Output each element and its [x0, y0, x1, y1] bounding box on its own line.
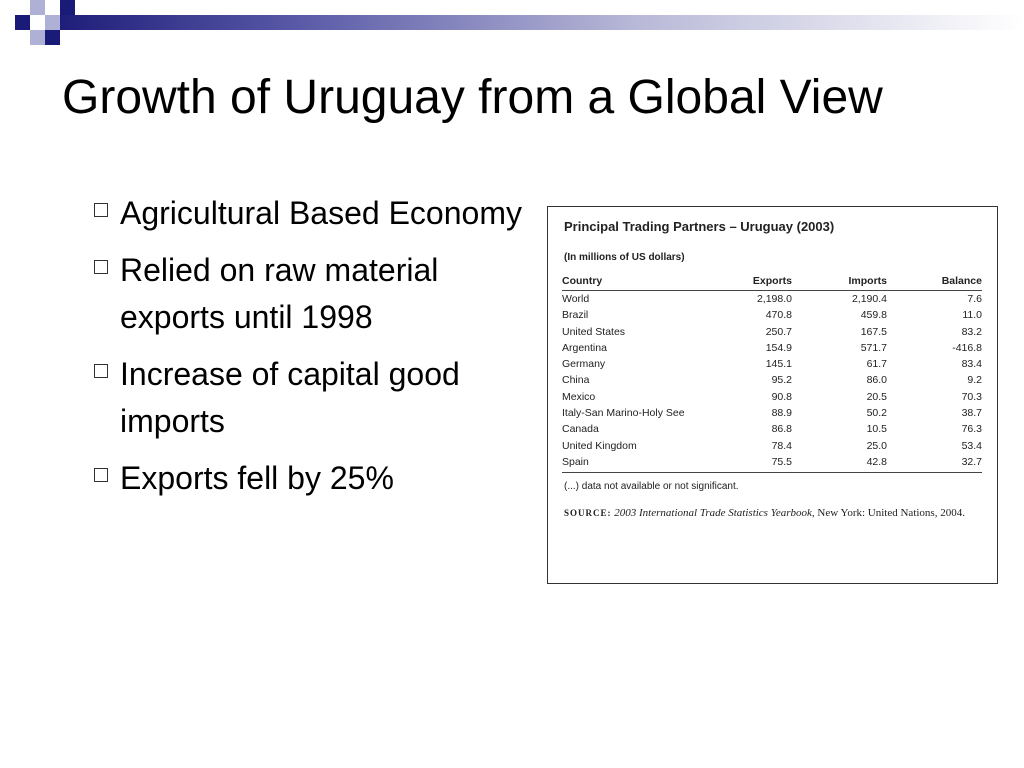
table-row: Brazil 470.8 459.8 11.0	[562, 307, 982, 323]
banner-square	[30, 0, 45, 15]
cell-imports: 25.0	[866, 439, 887, 452]
bullet-text: Exports fell by 25%	[120, 460, 394, 496]
cell-imports: 20.5	[866, 390, 887, 403]
table-row: Canada 86.8 10.5 76.3	[562, 421, 982, 437]
cell-imports: 10.5	[866, 423, 887, 436]
column-header-balance: Balance	[887, 273, 982, 291]
table-source: SOURCE: 2003 International Trade Statist…	[564, 504, 986, 523]
bullet-item: Exports fell by 25%	[90, 455, 530, 502]
table-note: (...) data not available or not signific…	[564, 481, 739, 493]
slide-title: Growth of Uruguay from a Global View	[62, 71, 883, 124]
cell-imports: 61.7	[866, 358, 887, 371]
decorative-banner	[0, 0, 1024, 60]
source-label: SOURCE:	[564, 508, 612, 519]
banner-square	[45, 15, 60, 30]
table-body: World 2,198.0 2,190.4 7.6 Brazil 470.8 459.8 11…	[562, 291, 982, 474]
cell-balance: 83.4	[961, 358, 982, 371]
cell-imports: 167.5	[860, 325, 887, 338]
column-header-imports: Imports	[792, 273, 887, 291]
trade-table-image: Principal Trading Partners – Uruguay (20…	[547, 206, 998, 584]
cell-imports: 42.8	[792, 453, 887, 474]
bullet-item: Increase of capital good imports	[90, 351, 530, 445]
table-row: Argentina 154.9 571.7 -416.8	[562, 340, 982, 356]
cell-balance: 76.3	[961, 423, 982, 436]
hollow-square-bullet-icon	[94, 364, 108, 378]
cell-exports: 250.7	[765, 325, 792, 338]
column-header-country: Country	[562, 273, 742, 291]
cell-balance: 9.2	[967, 374, 982, 387]
table-row: Spain 75.5 42.8 32.7	[562, 453, 982, 474]
trade-table-content: Principal Trading Partners – Uruguay (20…	[562, 219, 986, 523]
bullet-text: Increase of capital good imports	[120, 356, 460, 439]
cell-country: Mexico	[562, 390, 596, 403]
cell-country: Brazil	[562, 309, 589, 322]
cell-country: Argentina	[562, 341, 607, 354]
cell-exports: 86.8	[771, 423, 792, 436]
cell-imports: 459.8	[860, 309, 887, 322]
table-header-row: Country Exports Imports Balance	[562, 273, 982, 291]
table-title: Principal Trading Partners – Uruguay (20…	[564, 219, 835, 234]
table-row: Italy-San Marino-Holy See 88.9 50.2 38.7	[562, 405, 982, 421]
table-row: World 2,198.0 2,190.4 7.6	[562, 291, 982, 308]
bullet-item: Relied on raw material exports until 199…	[90, 247, 530, 341]
table-row: China 95.2 86.0 9.2	[562, 372, 982, 388]
table-row: United States 250.7 167.5 83.2	[562, 324, 982, 340]
cell-balance: -416.8	[952, 341, 982, 354]
cell-exports: 75.5	[742, 453, 792, 474]
bullet-text: Agricultural Based Economy	[120, 195, 522, 231]
cell-imports: 86.0	[866, 374, 887, 387]
table-row: Germany 145.1 61.7 83.4	[562, 356, 982, 372]
hollow-square-bullet-icon	[94, 468, 108, 482]
source-publisher: , New York: United Nations, 2004.	[811, 507, 965, 520]
cell-exports: 95.2	[771, 374, 792, 387]
cell-exports: 470.8	[765, 309, 792, 322]
cell-exports: 88.9	[771, 407, 792, 420]
hollow-square-bullet-icon	[94, 203, 108, 217]
bullet-list: Agricultural Based Economy Relied on raw…	[90, 190, 530, 512]
cell-balance: 7.6	[967, 293, 982, 305]
banner-square	[45, 30, 60, 45]
cell-exports: 145.1	[765, 358, 792, 371]
bullet-item: Agricultural Based Economy	[90, 190, 530, 237]
table-subtitle: (In millions of US dollars)	[564, 252, 685, 263]
cell-country: China	[562, 374, 590, 387]
column-header-exports: Exports	[742, 273, 792, 291]
banner-gradient-bar	[60, 15, 1024, 30]
cell-country: United States	[562, 325, 626, 338]
cell-exports: 90.8	[771, 390, 792, 403]
cell-balance: 11.0	[962, 309, 982, 322]
cell-imports: 2,190.4	[851, 293, 887, 305]
cell-country: World	[562, 293, 590, 305]
table-row: Mexico 90.8 20.5 70.3	[562, 389, 982, 405]
banner-square	[60, 0, 75, 15]
cell-exports: 154.9	[765, 341, 792, 354]
banner-square	[15, 15, 30, 30]
banner-square	[30, 30, 45, 45]
cell-exports: 2,198.0	[756, 293, 792, 305]
bullet-text: Relied on raw material exports until 199…	[120, 252, 439, 335]
hollow-square-bullet-icon	[94, 260, 108, 274]
cell-country: Italy-San Marino-Holy See	[562, 407, 685, 420]
cell-imports: 571.7	[860, 341, 887, 354]
cell-balance: 38.7	[961, 407, 982, 420]
cell-balance: 53.4	[961, 439, 982, 452]
cell-imports: 50.2	[866, 407, 887, 420]
source-title: 2003 International Trade Statistics Year…	[614, 507, 812, 520]
cell-country: United Kingdom	[562, 439, 637, 452]
cell-country: Canada	[562, 423, 599, 436]
cell-country: Spain	[562, 453, 742, 474]
cell-balance: 83.2	[961, 325, 982, 338]
trade-table: Country Exports Imports Balance World 2,1…	[562, 273, 982, 474]
cell-balance: 32.7	[887, 453, 982, 474]
cell-balance: 70.3	[961, 390, 982, 403]
cell-exports: 78.4	[771, 439, 792, 452]
table-row: United Kingdom 78.4 25.0 53.4	[562, 438, 982, 454]
cell-country: Germany	[562, 358, 606, 371]
